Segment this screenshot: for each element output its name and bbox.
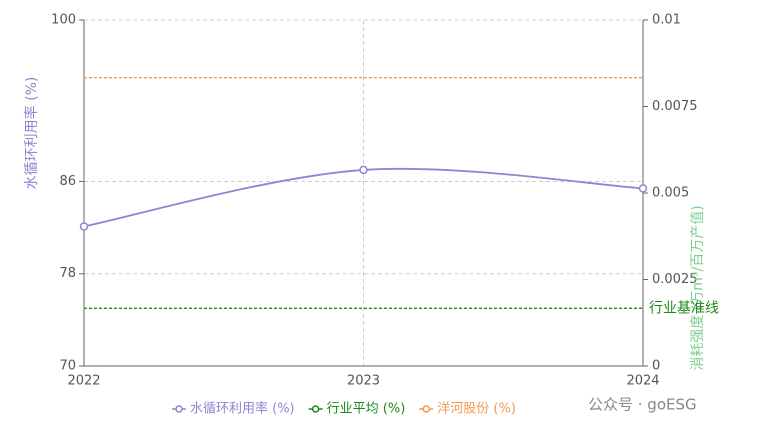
y2-tick-label: 0.0075 — [652, 99, 698, 114]
y-tick-label: 78 — [59, 266, 76, 281]
y-tick-label: 70 — [59, 359, 76, 374]
annotation: 行业基准线 — [649, 299, 719, 316]
y2-axis-label: 消耗强度 (万m³/百万产值) — [690, 205, 706, 370]
y2-tick-label: 0.01 — [652, 13, 681, 28]
y-axis-label: 水循环利用率 (%) — [23, 77, 40, 190]
legend-marker — [422, 405, 431, 413]
y-tick-label: 100 — [51, 13, 76, 28]
point — [359, 165, 368, 175]
legend-marker — [175, 405, 183, 413]
x-tick-label: 2023 — [347, 374, 380, 389]
legend-label: 水循环利用率 (%) — [190, 401, 295, 417]
legend-marker — [311, 405, 320, 413]
x-tick-label: 2022 — [67, 374, 100, 389]
x-tick-label: 2024 — [626, 374, 659, 389]
point — [79, 222, 89, 231]
y2-tick-label: 0 — [652, 359, 660, 374]
legend-label: 洋河股份 (%) — [437, 402, 516, 417]
legend-label: 行业平均 (%) — [327, 402, 406, 417]
watermark: 公众号 · goESG — [588, 396, 697, 414]
y-tick-label: 86 — [59, 174, 76, 189]
point — [638, 184, 648, 193]
y2-tick-label: 0.0025 — [652, 272, 698, 287]
y2-tick-label: 0.005 — [652, 186, 689, 201]
